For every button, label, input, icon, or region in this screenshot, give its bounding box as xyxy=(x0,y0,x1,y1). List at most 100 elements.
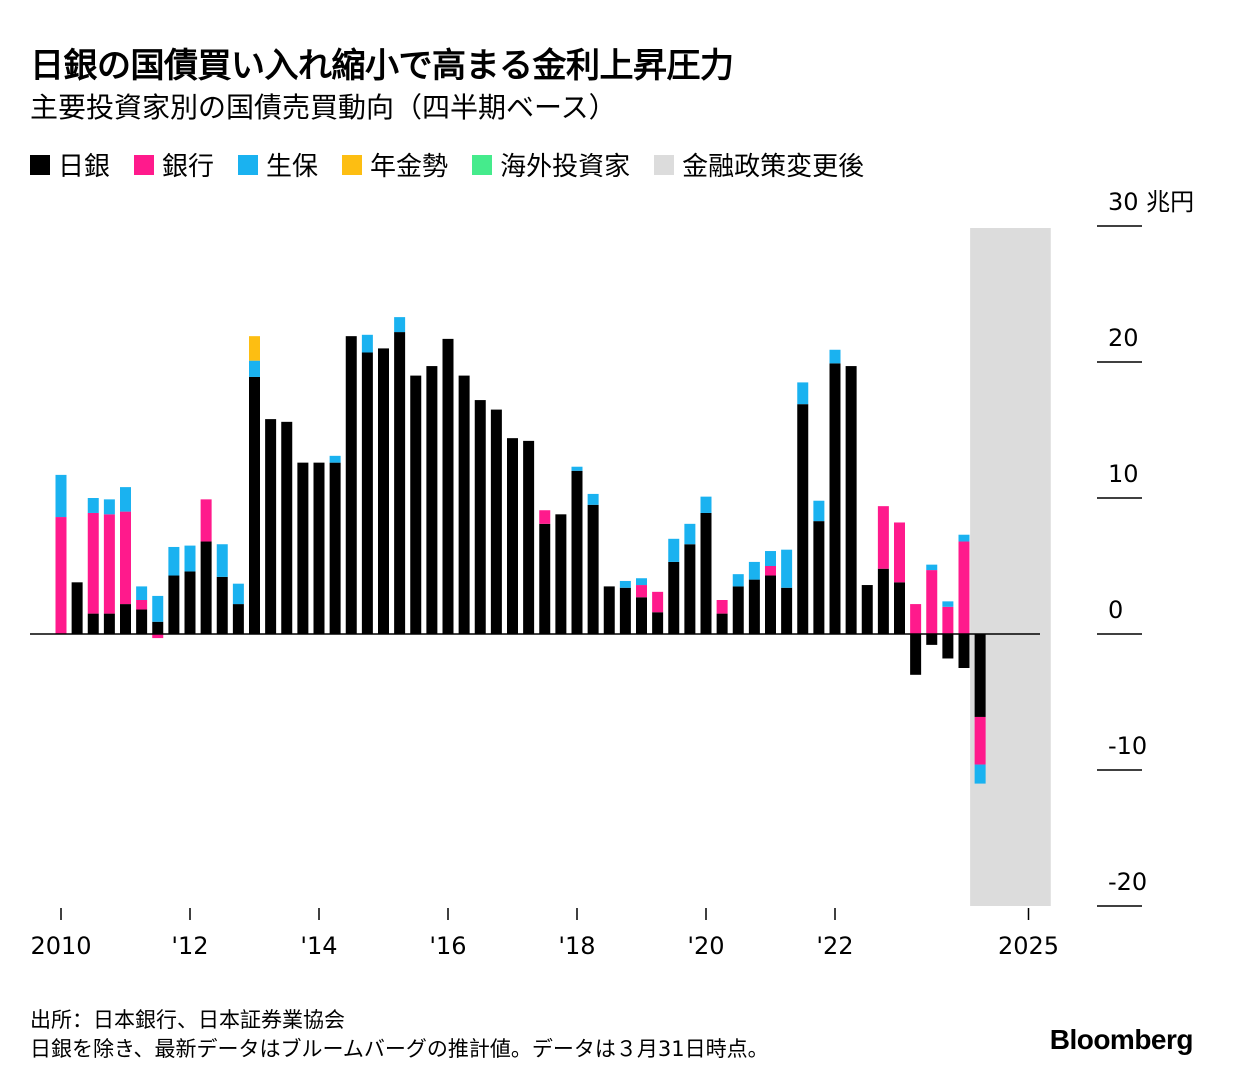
bar-segment xyxy=(942,606,954,634)
bar-segment xyxy=(216,576,228,634)
bar-segment xyxy=(265,419,277,634)
bar-segment xyxy=(894,582,905,634)
legend-swatch xyxy=(654,154,675,175)
legend-swatch xyxy=(30,154,50,175)
x-tick-label: '14 xyxy=(300,932,337,960)
legend-label: 年金勢 xyxy=(370,152,449,182)
bar-segment xyxy=(103,514,115,614)
bar-segment xyxy=(87,512,99,614)
bar-segment xyxy=(765,566,776,576)
bar-segment xyxy=(458,375,470,634)
bar-segment xyxy=(152,621,164,634)
x-tick-label: 2010 xyxy=(30,932,91,960)
bar-segment xyxy=(700,512,712,634)
bar-segment xyxy=(974,716,986,765)
bar-segment xyxy=(168,575,180,634)
bar-segment xyxy=(571,470,583,634)
bar-segment xyxy=(748,579,760,634)
y-tick-label: 0 xyxy=(1108,596,1123,624)
bar-segment xyxy=(249,336,260,361)
bar-segment xyxy=(168,546,180,576)
x-tick-label: '20 xyxy=(687,932,724,960)
legend-item-pensions: 年金勢 xyxy=(342,146,448,183)
bar-segment xyxy=(636,578,647,586)
bar-segment xyxy=(249,376,260,634)
bar-segment xyxy=(426,366,438,634)
bar-segment xyxy=(490,409,502,634)
bar-segment xyxy=(232,583,244,605)
bar-segment xyxy=(136,609,148,634)
bar-segment xyxy=(249,360,260,377)
bar-segment xyxy=(587,493,599,505)
policy-change-shading xyxy=(970,228,1051,906)
bar-segment xyxy=(636,597,647,634)
x-tick-label: 2025 xyxy=(998,932,1059,960)
bar-segment xyxy=(55,474,67,518)
bar-segment xyxy=(845,366,857,634)
bar-segment xyxy=(619,580,631,588)
bar-segment xyxy=(442,338,454,634)
bar-segment xyxy=(765,575,776,634)
bar-segment xyxy=(329,455,341,463)
bar-segment xyxy=(120,511,131,605)
bar-segment xyxy=(507,438,518,634)
legend-label: 銀行 xyxy=(162,152,215,182)
bar-segment xyxy=(829,363,841,634)
legend-item-policy-change: 金融政策変更後 xyxy=(654,146,864,183)
x-tick-label: '22 xyxy=(816,932,853,960)
bar-segment xyxy=(797,404,809,634)
bar-segment xyxy=(700,496,712,513)
legend-swatch xyxy=(472,154,493,175)
bar-segment xyxy=(87,613,99,634)
bar-segment xyxy=(926,564,938,571)
bar-segment xyxy=(87,498,99,513)
legend-item-life-insurers: 生保 xyxy=(238,146,318,183)
bar-segment xyxy=(732,586,744,634)
legend-swatch xyxy=(134,154,155,175)
bar-segment xyxy=(684,523,696,545)
bar-segment xyxy=(813,521,825,634)
bar-segment xyxy=(571,466,583,471)
y-tick-label: -10 xyxy=(1108,732,1147,760)
bar-segment xyxy=(587,504,599,634)
bar-segment xyxy=(829,349,841,364)
bloomberg-logo: Bloomberg xyxy=(1049,1024,1194,1055)
bar-segment xyxy=(120,487,131,512)
bar-segment xyxy=(877,506,889,569)
bar-segment xyxy=(942,634,954,659)
bar-segment xyxy=(184,545,196,572)
bar-segment xyxy=(120,604,131,634)
legend-item-banks: 銀行 xyxy=(134,146,214,183)
bar-segment xyxy=(152,634,164,639)
bar-segment xyxy=(103,499,115,515)
bar-segment xyxy=(55,517,67,634)
bar-segment xyxy=(184,571,196,634)
bar-segment xyxy=(378,348,389,634)
bar-segment xyxy=(394,317,406,333)
bar-segment xyxy=(313,462,325,634)
bar-segment xyxy=(974,634,986,717)
bar-segment xyxy=(410,375,422,634)
legend-label: 日銀 xyxy=(58,152,111,182)
bar-segment xyxy=(523,440,535,634)
bar-segment xyxy=(684,544,696,634)
bar-segment xyxy=(958,534,970,542)
bar-segment xyxy=(894,522,905,583)
source-note: 出所：日本銀行、日本証券業協会 xyxy=(30,1008,345,1032)
bar-segment xyxy=(910,604,922,634)
bar-segment xyxy=(877,568,889,634)
bar-segment xyxy=(813,500,825,522)
legend-swatch xyxy=(342,154,363,175)
bar-segment xyxy=(232,604,244,634)
bar-segment xyxy=(910,634,922,675)
bar-segment xyxy=(394,332,406,634)
bar-segment xyxy=(361,352,373,634)
bar-segment xyxy=(603,586,615,634)
bar-segment xyxy=(942,601,954,607)
bar-segment xyxy=(797,382,809,405)
legend-item-boj: 日銀 xyxy=(30,146,110,183)
bar-segment xyxy=(539,510,551,524)
legend: 日銀 銀行 生保 年金勢 海外投資家 金融政策変更後 xyxy=(30,146,888,183)
y-tick-label: 20 xyxy=(1108,324,1139,352)
bar-segment xyxy=(668,561,680,634)
